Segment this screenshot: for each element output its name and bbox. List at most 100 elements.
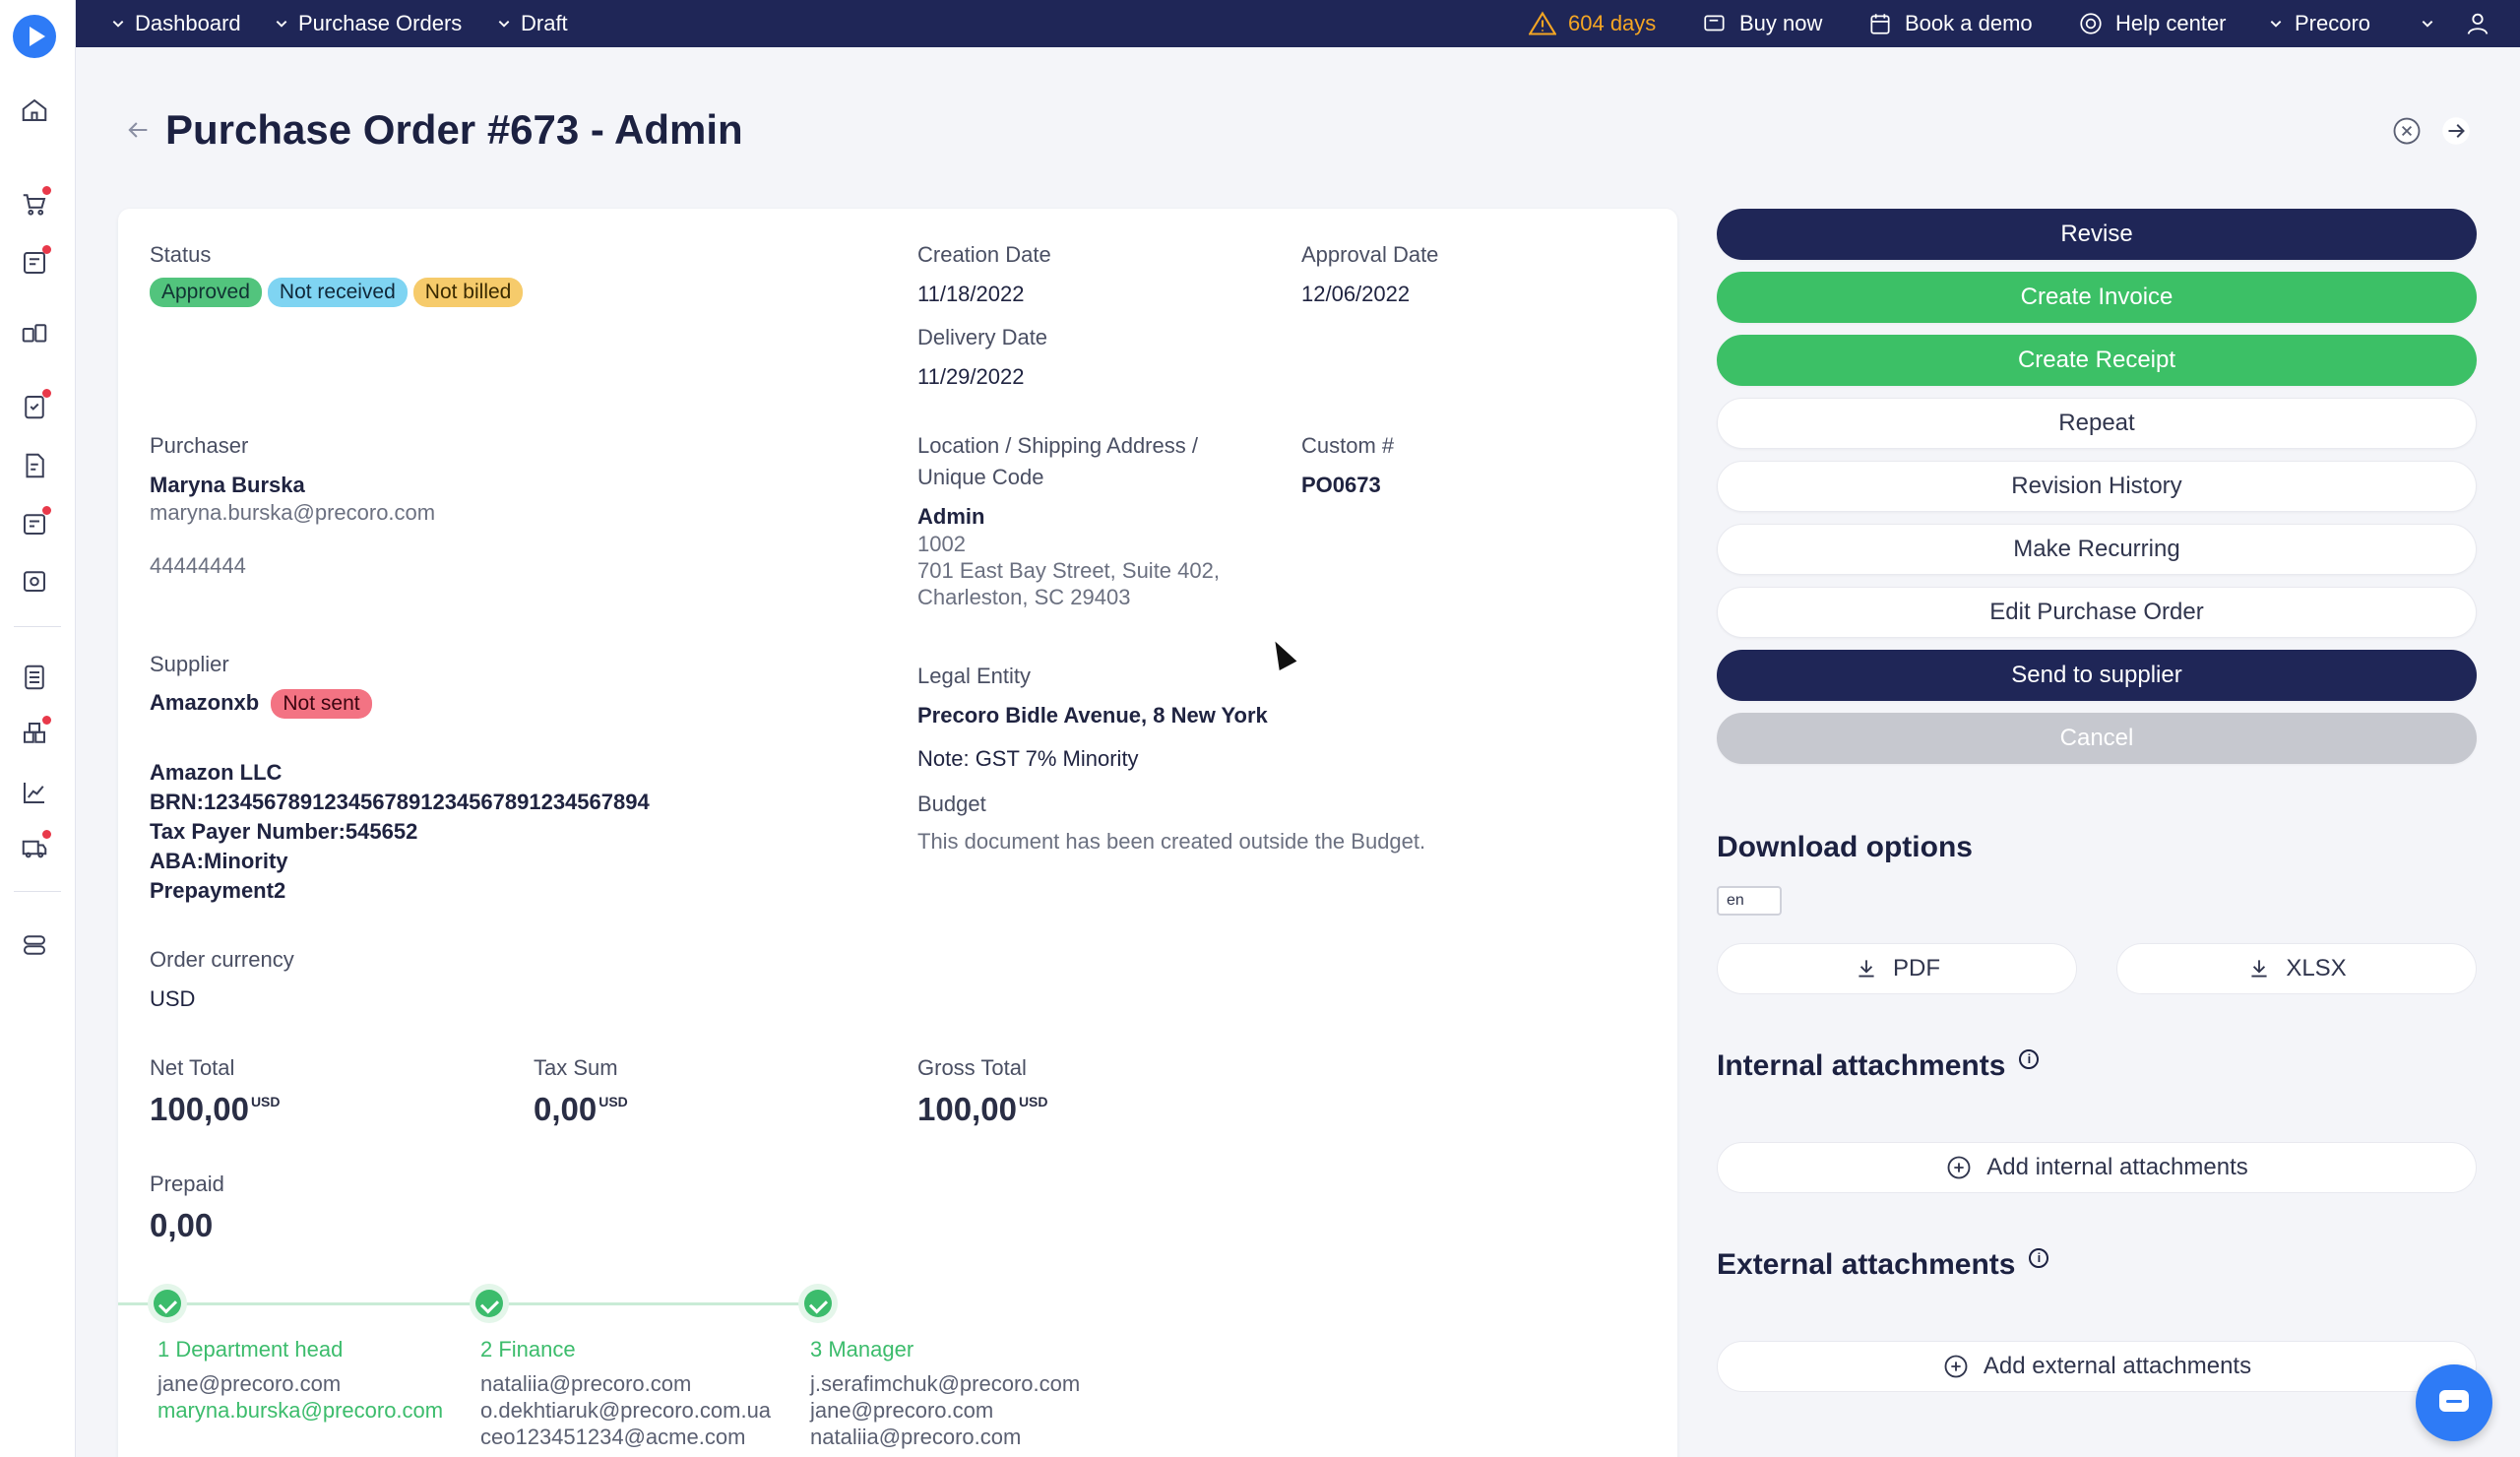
tax-sum-value: 0,00 USD bbox=[534, 1091, 628, 1127]
order-currency-value: USD bbox=[150, 986, 196, 1011]
trial-days-indicator[interactable]: 604 days bbox=[1529, 0, 1656, 47]
make-recurring-button[interactable]: Make Recurring bbox=[1717, 524, 2477, 575]
cancel-button[interactable]: Cancel bbox=[1717, 713, 2477, 764]
revise-button[interactable]: Revise bbox=[1717, 209, 2477, 260]
create-invoice-button[interactable]: Create Invoice bbox=[1717, 272, 2477, 323]
book-demo-link[interactable]: Book a demo bbox=[1867, 0, 2033, 47]
buy-now-link[interactable]: Buy now bbox=[1702, 0, 1822, 47]
gross-total-label: Gross Total bbox=[917, 1055, 1027, 1080]
supplier-label: Supplier bbox=[150, 652, 229, 676]
approver-email: jane@precoro.com bbox=[158, 1371, 342, 1396]
location-address-line-1: 701 East Bay Street, Suite 402, bbox=[917, 558, 1220, 583]
shopping-cart-icon[interactable] bbox=[20, 186, 51, 219]
add-external-attachments-label: Add external attachments bbox=[1983, 1353, 2252, 1379]
lifebuoy-icon bbox=[2080, 13, 2102, 34]
supplier-detail-line: ABA:Minority bbox=[150, 849, 288, 873]
calendar-icon bbox=[1870, 14, 1890, 34]
download-pdf-button[interactable]: PDF bbox=[1717, 943, 2077, 994]
company-switcher[interactable]: Precoro bbox=[2269, 0, 2370, 47]
purchase-orders-icon[interactable] bbox=[20, 389, 51, 421]
approval-step-1-check-icon bbox=[148, 1284, 187, 1323]
delivery-icon[interactable] bbox=[20, 830, 51, 862]
top-bar: Dashboard Purchase Orders Draft 604 days… bbox=[76, 0, 2520, 47]
approval-date-value: 12/06/2022 bbox=[1301, 282, 1411, 306]
plus-circle-icon bbox=[1947, 1156, 1971, 1179]
edit-purchase-order-button[interactable]: Edit Purchase Order bbox=[1717, 587, 2477, 638]
page-title: Purchase Order #673 - Admin bbox=[165, 106, 743, 153]
analytics-icon[interactable] bbox=[20, 778, 49, 807]
purchaser-name: Maryna Burska bbox=[150, 473, 305, 497]
approver-email: o.dekhtiaruk@precoro.com.ua bbox=[480, 1398, 772, 1423]
close-circle-icon[interactable] bbox=[2392, 116, 2422, 146]
approver-email: j.serafimchuk@precoro.com bbox=[810, 1371, 1081, 1396]
legal-entity-value: Precoro Bidle Avenue, 8 New York bbox=[917, 703, 1268, 728]
add-internal-attachments-label: Add internal attachments bbox=[1986, 1154, 2248, 1180]
prepaid-value: 0,00 bbox=[150, 1207, 214, 1243]
net-total-value: 100,00 USD bbox=[150, 1091, 281, 1127]
info-icon[interactable]: i bbox=[2029, 1248, 2049, 1268]
send-to-supplier-button[interactable]: Send to supplier bbox=[1717, 650, 2477, 701]
home-icon[interactable] bbox=[20, 95, 49, 125]
repeat-button[interactable]: Repeat bbox=[1717, 398, 2477, 449]
approval-date-label: Approval Date bbox=[1301, 242, 1439, 267]
notification-dot bbox=[42, 830, 51, 839]
approval-step-3-name: 3 Manager bbox=[810, 1337, 914, 1362]
net-total-label: Net Total bbox=[150, 1055, 235, 1080]
add-internal-attachments-button[interactable]: Add internal attachments bbox=[1717, 1142, 2477, 1193]
purchase-requests-icon[interactable] bbox=[20, 245, 51, 278]
info-icon[interactable]: i bbox=[2019, 1049, 2040, 1069]
delivery-date-label: Delivery Date bbox=[917, 325, 1048, 349]
back-arrow-icon[interactable] bbox=[124, 116, 152, 144]
approval-step-2-check-icon bbox=[470, 1284, 509, 1323]
approval-step-1-name: 1 Department head bbox=[158, 1337, 344, 1362]
purchaser-label: Purchaser bbox=[150, 433, 249, 458]
breadcrumb-draft[interactable]: Draft bbox=[497, 0, 568, 47]
supplier-detail-line: BRN:123456789123456789123456789123456789… bbox=[150, 790, 650, 814]
next-arrow-icon[interactable] bbox=[2441, 116, 2471, 146]
external-attachments-title: External attachments i bbox=[1717, 1248, 2049, 1282]
status-badges: Approved Not received Not billed bbox=[150, 278, 529, 307]
order-currency-label: Order currency bbox=[150, 947, 294, 972]
status-badge-approved: Approved bbox=[150, 278, 262, 307]
inventory-icon[interactable] bbox=[20, 716, 51, 748]
breadcrumb-label: Draft bbox=[521, 11, 568, 35]
supplier-row: Amazonxb Not sent bbox=[150, 689, 378, 719]
notification-dot bbox=[42, 186, 51, 195]
help-center-link[interactable]: Help center bbox=[2078, 0, 2227, 47]
budget-value: This document has been created outside t… bbox=[917, 829, 1426, 854]
location-code: 1002 bbox=[917, 532, 966, 556]
delivery-date-value: 11/29/2022 bbox=[917, 364, 1025, 389]
download-icon bbox=[2251, 960, 2267, 978]
create-receipt-button[interactable]: Create Receipt bbox=[1717, 335, 2477, 386]
trial-days-label: 604 days bbox=[1568, 11, 1657, 35]
invoices-icon[interactable] bbox=[20, 451, 49, 480]
user-menu[interactable] bbox=[2421, 0, 2491, 47]
purchaser-email: maryna.burska@precoro.com bbox=[150, 500, 436, 525]
approval-step-3-check-icon bbox=[798, 1284, 838, 1323]
breadcrumb-purchase-orders[interactable]: Purchase Orders bbox=[275, 0, 462, 47]
status-label: Status bbox=[150, 242, 212, 267]
budgets-icon[interactable] bbox=[20, 663, 49, 692]
approver-email-approved: maryna.burska@precoro.com bbox=[158, 1398, 444, 1423]
add-external-attachments-button[interactable]: Add external attachments bbox=[1717, 1341, 2477, 1392]
supplier-detail-line: Amazon LLC bbox=[150, 760, 283, 785]
supplier-detail-line: Prepayment2 bbox=[150, 878, 286, 903]
revision-history-button[interactable]: Revision History bbox=[1717, 461, 2477, 512]
settings-database-icon[interactable] bbox=[20, 930, 49, 960]
approver-email: nataliia@precoro.com bbox=[810, 1425, 1022, 1449]
suppliers-icon[interactable] bbox=[20, 319, 49, 348]
chevron-down-icon bbox=[2422, 21, 2433, 28]
breadcrumb-dashboard[interactable]: Dashboard bbox=[111, 0, 241, 47]
approval-step-1-approvers: jane@precoro.com maryna.burska@precoro.c… bbox=[158, 1370, 443, 1424]
payments-icon[interactable] bbox=[20, 566, 49, 596]
chat-support-icon[interactable] bbox=[2416, 1364, 2492, 1441]
breadcrumb-label: Dashboard bbox=[135, 11, 241, 35]
language-select[interactable]: en bbox=[1717, 886, 1782, 916]
approver-email: jane@precoro.com bbox=[810, 1398, 994, 1423]
precoro-logo-icon[interactable] bbox=[13, 15, 56, 58]
download-xlsx-label: XLSX bbox=[2286, 955, 2347, 982]
user-avatar-icon bbox=[2467, 13, 2488, 34]
supplier-name[interactable]: Amazonxb bbox=[150, 690, 260, 715]
download-xlsx-button[interactable]: XLSX bbox=[2116, 943, 2477, 994]
receipts-icon[interactable] bbox=[20, 506, 51, 538]
